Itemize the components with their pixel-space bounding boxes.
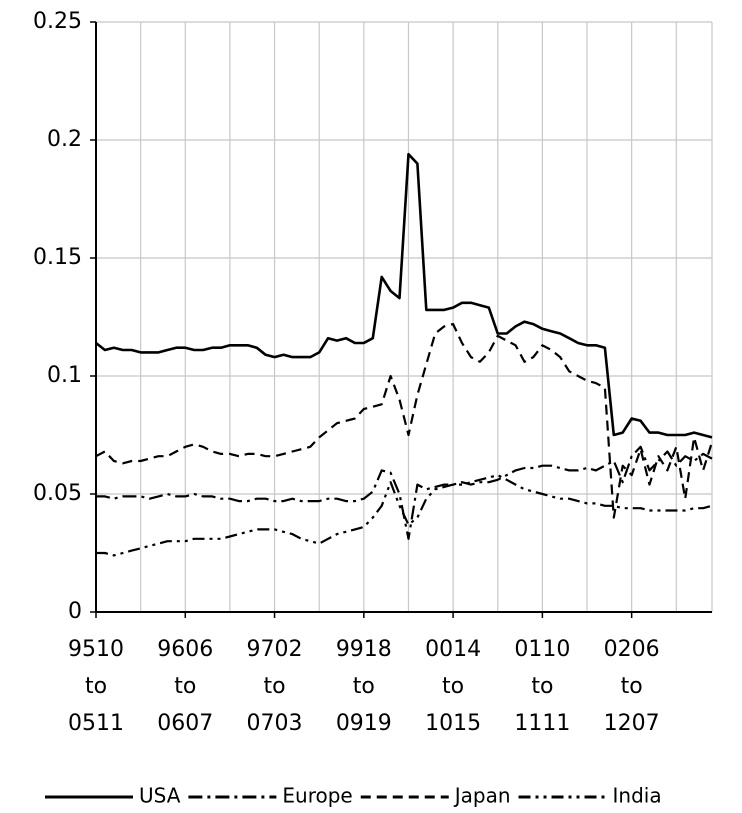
- x-tick-label-line: 9918: [336, 637, 392, 662]
- x-tick-label-line: to: [85, 674, 107, 699]
- y-tick-label: 0.2: [47, 127, 82, 152]
- x-tick-label-line: to: [442, 674, 464, 699]
- x-tick-label-line: to: [531, 674, 553, 699]
- x-tick-label-line: 0511: [68, 711, 124, 736]
- x-tick-label-line: 1111: [514, 711, 570, 736]
- y-tick-label: 0.05: [33, 481, 82, 506]
- legend-label: USA: [139, 784, 181, 808]
- series-line: [95, 323, 714, 519]
- x-tick-label: 0014 to 1015: [425, 637, 481, 736]
- x-tick-label: 9510 to 0511: [68, 637, 124, 736]
- legend-label: India: [613, 784, 662, 808]
- legend-label: Europe: [282, 784, 352, 808]
- x-tick-label-line: 0206: [604, 637, 660, 662]
- y-tick-label: 0.1: [47, 363, 82, 388]
- series-line: [96, 445, 713, 540]
- x-tick-label: 9918 to 0919: [336, 637, 392, 736]
- x-tick-label: 0110 to 1111: [514, 637, 570, 736]
- x-tick-label-line: 9702: [247, 637, 303, 662]
- x-tick-label-line: to: [174, 674, 196, 699]
- y-tick-label: 0.15: [33, 245, 82, 270]
- series-line: [96, 474, 713, 557]
- x-tick-label-line: to: [264, 674, 286, 699]
- x-tick-label-line: 0703: [247, 711, 303, 736]
- x-tick-label-line: 0919: [336, 711, 392, 736]
- x-tick-label: 9702 to 0703: [247, 637, 303, 736]
- x-tick-label-line: 0014: [425, 637, 481, 662]
- y-tick-label: 0.25: [33, 9, 82, 34]
- x-tick-label: 9606 to 0607: [157, 637, 213, 736]
- series-line: [95, 152, 713, 439]
- x-tick-label-line: 9510: [68, 637, 124, 662]
- x-tick-label: 0206 to 1207: [604, 637, 660, 736]
- x-tick-label-line: 1207: [604, 711, 660, 736]
- x-tick-label-line: 0607: [157, 711, 213, 736]
- x-tick-label-line: to: [621, 674, 643, 699]
- x-tick-label-line: 0110: [514, 637, 570, 662]
- x-tick-label-line: to: [353, 674, 375, 699]
- x-tick-label-line: 9606: [157, 637, 213, 662]
- legend-label: Japan: [453, 784, 511, 808]
- x-tick-label-line: 1015: [425, 711, 481, 736]
- y-tick-label: 0: [68, 599, 82, 624]
